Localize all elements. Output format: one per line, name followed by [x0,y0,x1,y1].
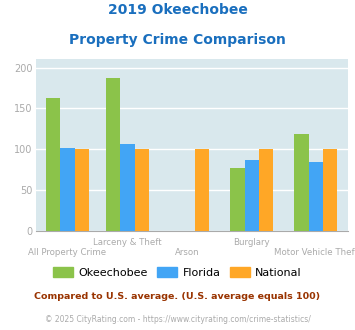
Text: 2019 Okeechobee: 2019 Okeechobee [108,3,247,17]
Text: Larceny & Theft: Larceny & Theft [93,238,162,247]
Text: Arson: Arson [175,248,200,257]
Text: Property Crime Comparison: Property Crime Comparison [69,33,286,47]
Bar [230,168,245,231]
Bar [106,78,120,231]
Bar [323,149,338,231]
Text: Compared to U.S. average. (U.S. average equals 100): Compared to U.S. average. (U.S. average … [34,292,321,301]
Text: Motor Vehicle Theft: Motor Vehicle Theft [274,248,355,257]
Bar [60,148,75,231]
Text: © 2025 CityRating.com - https://www.cityrating.com/crime-statistics/: © 2025 CityRating.com - https://www.city… [45,315,310,324]
Bar [245,160,259,231]
Bar [75,149,89,231]
Text: All Property Crime: All Property Crime [28,248,106,257]
Bar [135,149,149,231]
Bar [46,98,60,231]
Text: Burglary: Burglary [234,238,270,247]
Bar [259,149,273,231]
Legend: Okeechobee, Florida, National: Okeechobee, Florida, National [49,263,306,282]
Bar [294,134,308,231]
Bar [120,144,135,231]
Bar [308,162,323,231]
Bar [195,149,209,231]
